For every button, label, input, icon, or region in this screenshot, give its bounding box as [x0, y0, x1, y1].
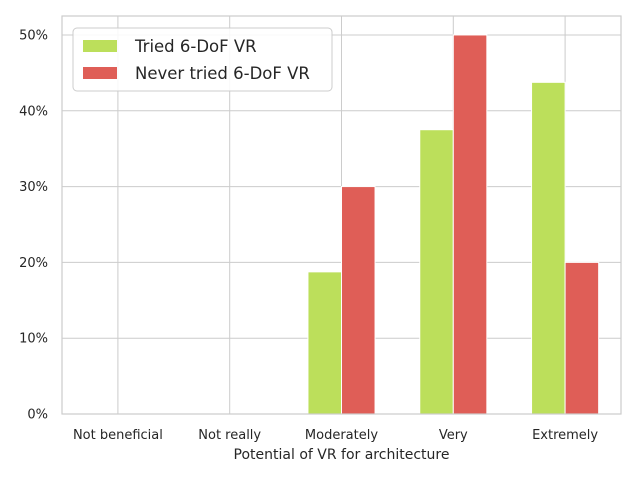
- x-tick-label: Very: [439, 428, 468, 443]
- x-axis-ticks: Not beneficial Not really Moderately Very Ex…: [73, 428, 598, 443]
- y-tick-label: 30%: [19, 180, 48, 195]
- bar-tried-moderately: [307, 271, 342, 415]
- y-tick-label: 10%: [19, 332, 48, 347]
- bar-never-tried-very: [452, 34, 488, 415]
- bar-never-tried-moderately: [341, 186, 376, 415]
- legend: Tried 6-DoF VR Never tried 6-DoF VR: [72, 27, 333, 92]
- legend-box: [72, 27, 333, 92]
- bar-tried-very: [419, 129, 454, 415]
- y-tick-label: 0%: [27, 408, 48, 423]
- plot-frame: [61, 15, 622, 415]
- x-tick-label: Not really: [198, 428, 261, 443]
- legend-swatch: [83, 40, 117, 52]
- y-tick-label: 40%: [19, 104, 48, 119]
- y-tick-label: 20%: [19, 256, 48, 271]
- x-axis-label: Potential of VR for architecture: [234, 447, 450, 463]
- x-tick-label: Not beneficial: [73, 428, 163, 443]
- legend-label: Tried 6-DoF VR: [134, 37, 257, 56]
- x-tick-label: Extremely: [532, 428, 598, 443]
- bars: [307, 34, 600, 415]
- y-axis-ticks: 0% 10% 20% 30% 40% 50%: [19, 28, 48, 422]
- legend-swatch: [83, 67, 117, 79]
- legend-label: Never tried 6-DoF VR: [135, 64, 310, 83]
- bar-never-tried-extremely: [564, 261, 600, 415]
- y-tick-label: 50%: [19, 28, 48, 43]
- bar-tried-extremely: [531, 81, 566, 415]
- x-tick-label: Moderately: [305, 428, 378, 443]
